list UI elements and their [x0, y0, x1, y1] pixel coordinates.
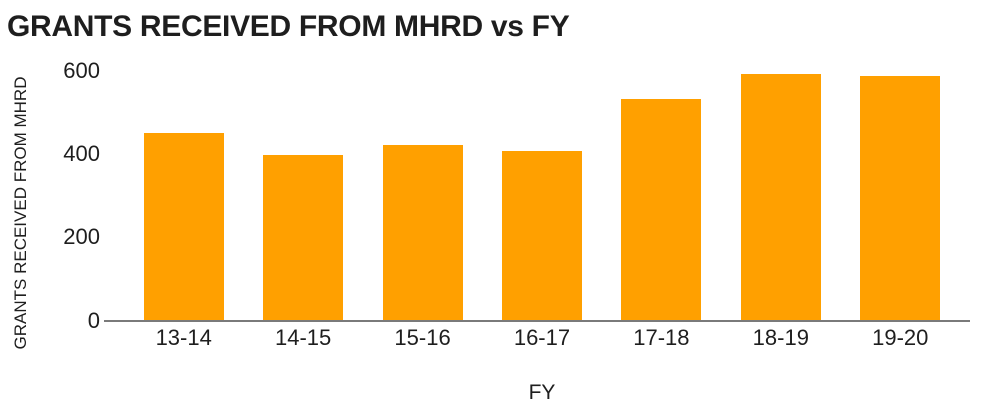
- bars-container: [124, 70, 960, 320]
- bar-19-20: [860, 76, 941, 320]
- bar-slot: [124, 70, 243, 320]
- x-tick-label: 13-14: [155, 325, 212, 350]
- bar-13-14: [143, 132, 224, 320]
- bar-14-15: [263, 155, 344, 320]
- bar-16-17: [501, 151, 582, 320]
- chart-title: GRANTS RECEIVED FROM MHRD vs FY: [7, 10, 570, 43]
- x-tick-label: 19-20: [872, 325, 929, 350]
- bar-slot: [363, 70, 482, 320]
- y-tick-label: 200: [63, 224, 100, 249]
- bar-15-16: [382, 145, 463, 320]
- y-tick-label: 600: [63, 58, 100, 83]
- y-tick-label: 400: [63, 141, 100, 166]
- bar-slot: [243, 70, 362, 320]
- x-tick-label: 15-16: [394, 325, 451, 350]
- x-tick-label: 14-15: [274, 325, 332, 350]
- bar-slot: [721, 70, 840, 320]
- bar-slot: [482, 70, 601, 320]
- x-tick-label: 16-17: [513, 325, 571, 350]
- x-axis-tick-labels: 13-14 14-15 15-16 16-17 17-18 18-19 19-20: [124, 326, 960, 350]
- x-tick-label: 17-18: [633, 325, 690, 350]
- x-axis-title: FY: [528, 381, 556, 404]
- bar-18-19: [740, 74, 821, 320]
- bar-17-18: [621, 99, 702, 320]
- y-tick-label: 0: [87, 308, 100, 333]
- x-tick-label: 18-19: [752, 325, 809, 350]
- bar-slot: [602, 70, 721, 320]
- x-axis-line: [104, 320, 970, 322]
- bar-slot: [841, 70, 960, 320]
